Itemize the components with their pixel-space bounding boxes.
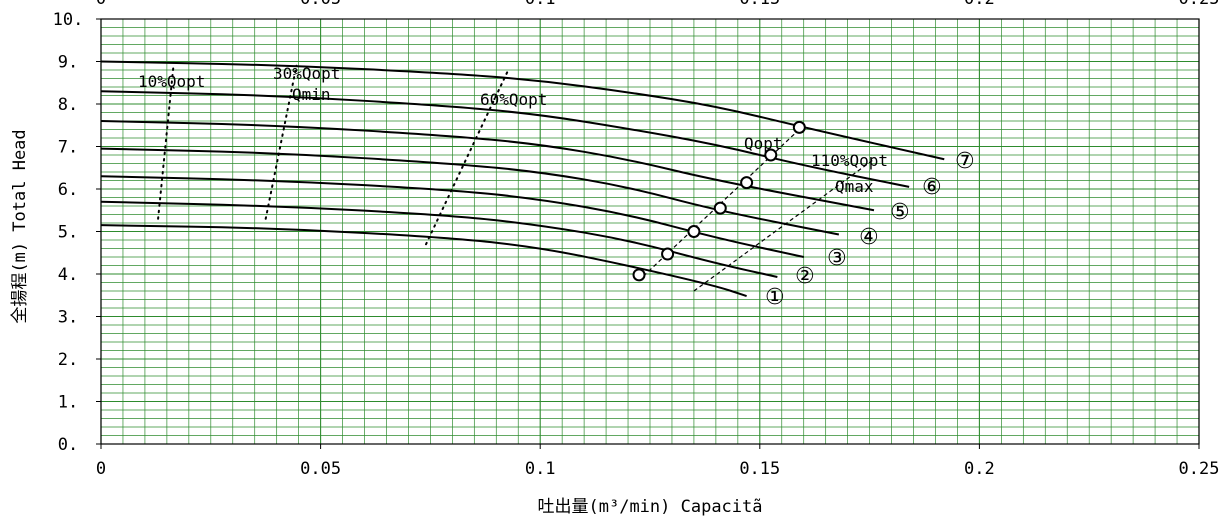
annotation-qmax: Qmax — [835, 177, 874, 196]
x-tick-label: 0.05 — [300, 459, 341, 479]
annotation-110pct-qopt: 110%Qopt — [811, 151, 888, 170]
x-tick-label: 0.2 — [964, 459, 995, 479]
curve-6 — [100, 90, 910, 188]
operating-points — [632, 120, 806, 282]
curve-label-6: ⑥ — [922, 175, 942, 200]
annotations: 10%Qopt 30%Qopt Qmin 60%Qopt Qopt 110%Qopt Qma… — [138, 64, 975, 310]
annotation-30pct-qopt: 30%Qopt — [273, 64, 340, 83]
curve-label-5: ⑤ — [890, 200, 910, 225]
y-tick-label: 1. — [58, 393, 78, 413]
x-tick-label: 0 — [96, 459, 106, 479]
curve-label-3: ③ — [827, 246, 847, 271]
x-axis: 0 0.05 0.1 0.15 0.2 0.25 — [96, 444, 1220, 479]
top-tick-label: 0.2 — [964, 0, 995, 9]
curve-5 — [100, 120, 875, 212]
top-tick-label: 0.15 — [739, 0, 780, 9]
y-tick-label: 9. — [58, 53, 78, 73]
annotation-qmin: Qmin — [292, 85, 331, 104]
curve-1 — [100, 224, 747, 298]
y-axis: 0. 1. 2. 3. 4. 5. 6. 7. 8. 9. 10. — [53, 10, 101, 455]
top-tick-label: 0.1 — [525, 0, 556, 9]
top-tick-label: 0 — [96, 0, 106, 9]
annotation-qopt: Qopt — [744, 134, 783, 153]
annotation-60pct-qopt: 60%Qopt — [480, 90, 547, 109]
y-tick-label: 4. — [58, 265, 78, 285]
operating-point-marker — [740, 176, 754, 190]
y-tick-label: 0. — [58, 435, 78, 455]
operating-point-marker — [713, 201, 727, 215]
y-tick-label: 2. — [58, 350, 78, 370]
top-tick-label: 0.05 — [300, 0, 341, 9]
y-tick-label: 3. — [58, 308, 78, 328]
dotted-line-10pct-qopt — [157, 64, 175, 220]
y-tick-label: 7. — [58, 138, 78, 158]
dotted-line-30pct-qopt — [264, 64, 298, 220]
y-tick-label: 6. — [58, 180, 78, 200]
y-axis-label: 全揚程(m) Total Head — [10, 129, 30, 323]
top-tick-label: 0.25 — [1179, 0, 1220, 9]
curve-7 — [100, 60, 945, 161]
curve-3 — [100, 175, 804, 258]
head-curves — [100, 60, 945, 298]
operating-point-marker — [687, 225, 701, 238]
operating-point-marker — [661, 247, 675, 261]
grid — [100, 18, 1200, 445]
x-tick-label: 0.1 — [525, 459, 556, 479]
x-tick-label: 0.15 — [739, 459, 780, 479]
operating-point-marker — [764, 148, 778, 162]
curve-label-2: ② — [795, 264, 815, 289]
top-axis: 0 0.05 0.1 0.15 0.2 0.25 — [96, 0, 1220, 9]
curve-label-4: ④ — [859, 225, 879, 250]
curve-4 — [100, 147, 840, 236]
curve-label-1: ① — [765, 285, 785, 310]
curve-label-7: ⑦ — [955, 149, 975, 174]
operating-point-marker — [792, 120, 806, 134]
x-tick-label: 0.25 — [1179, 459, 1220, 479]
y-tick-label: 5. — [58, 223, 78, 243]
operating-point-marker — [632, 268, 646, 282]
dashed-line-110pct-qopt — [693, 158, 875, 292]
x-axis-label: 吐出量(m³/min) Capacitã — [538, 497, 763, 517]
y-tick-label: 10. — [53, 10, 84, 30]
y-tick-label: 8. — [58, 95, 78, 115]
annotation-10pct-qopt: 10%Qopt — [138, 72, 205, 91]
